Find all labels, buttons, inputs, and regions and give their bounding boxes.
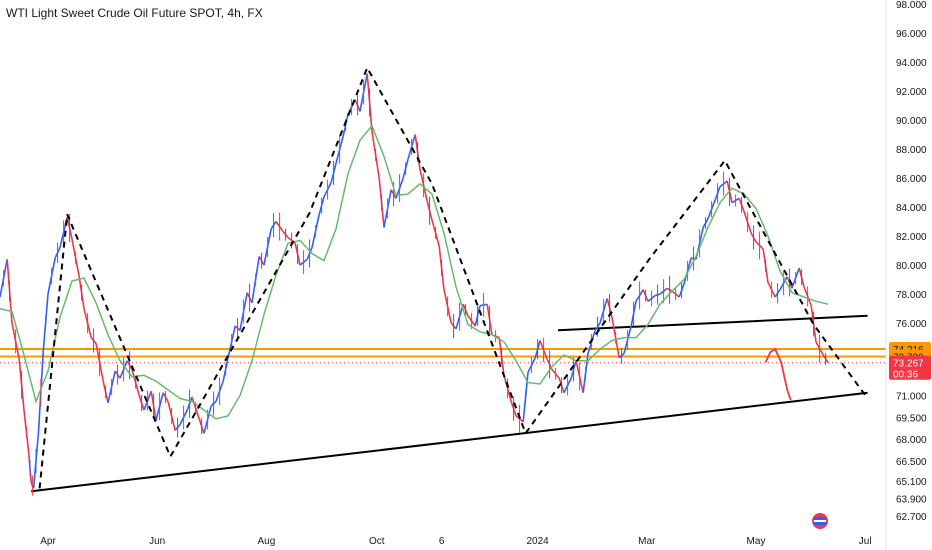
horizontal-levels <box>0 347 886 364</box>
time-axis-label: Jun <box>149 536 165 547</box>
flag-logo-icon <box>812 513 828 529</box>
time-axis-label: Oct <box>369 536 385 547</box>
price-axis-label: 82.000 <box>896 232 927 243</box>
price-axis-label: 94.000 <box>896 58 927 69</box>
price-axis-label: 88.000 <box>896 145 927 156</box>
time-axis[interactable]: Apr Jun Aug Oct 6 2024 Mar May Jul <box>40 536 871 547</box>
projection-curve <box>764 347 792 401</box>
time-axis-label: 2024 <box>526 536 549 547</box>
zigzag-pattern <box>38 65 869 489</box>
price-axis[interactable]: 98.000 96.000 94.000 92.000 90.000 88.000 86.0… <box>889 0 931 523</box>
price-axis-label: 98.000 <box>896 0 927 11</box>
price-axis-label: 63.900 <box>896 495 927 506</box>
time-axis-label: Aug <box>258 536 276 547</box>
countdown-label: 00:36 <box>893 370 918 381</box>
upper-trendline <box>557 314 868 332</box>
price-axis-label: 90.000 <box>896 116 927 127</box>
moving-average-line <box>0 124 829 420</box>
trendlines <box>31 314 868 493</box>
price-axis-label: 69.500 <box>896 413 927 424</box>
time-axis-label: Jul <box>859 536 872 547</box>
price-axis-label: 96.000 <box>896 29 927 40</box>
moving-average <box>0 124 829 420</box>
price-axis-label: 86.000 <box>896 174 927 185</box>
price-series <box>0 73 829 496</box>
time-axis-label: May <box>747 536 766 547</box>
time-axis-label: 6 <box>439 536 445 547</box>
price-axis-label: 66.500 <box>896 457 927 468</box>
price-axis-label: 84.000 <box>896 203 927 214</box>
price-axis-label: 92.000 <box>896 87 927 98</box>
price-axis-label: 78.000 <box>896 290 927 301</box>
projection-line <box>764 347 792 401</box>
zigzag-line <box>38 65 869 489</box>
lower-trendline <box>31 391 868 493</box>
price-axis-label: 65.100 <box>896 477 927 488</box>
chart-title: WTI Light Sweet Crude Oil Future SPOT, 4… <box>6 6 263 20</box>
last-price-tag <box>889 355 931 380</box>
price-axis-label: 71.000 <box>896 392 927 403</box>
last-price-label: 73.267 <box>893 359 924 370</box>
price-axis-label: 80.000 <box>896 261 927 272</box>
time-axis-label: Mar <box>638 536 656 547</box>
price-axis-label: 62.700 <box>896 512 927 523</box>
time-axis-label: Apr <box>40 536 56 547</box>
price-axis-label: 68.000 <box>896 435 927 446</box>
price-axis-label: 76.000 <box>896 319 927 330</box>
